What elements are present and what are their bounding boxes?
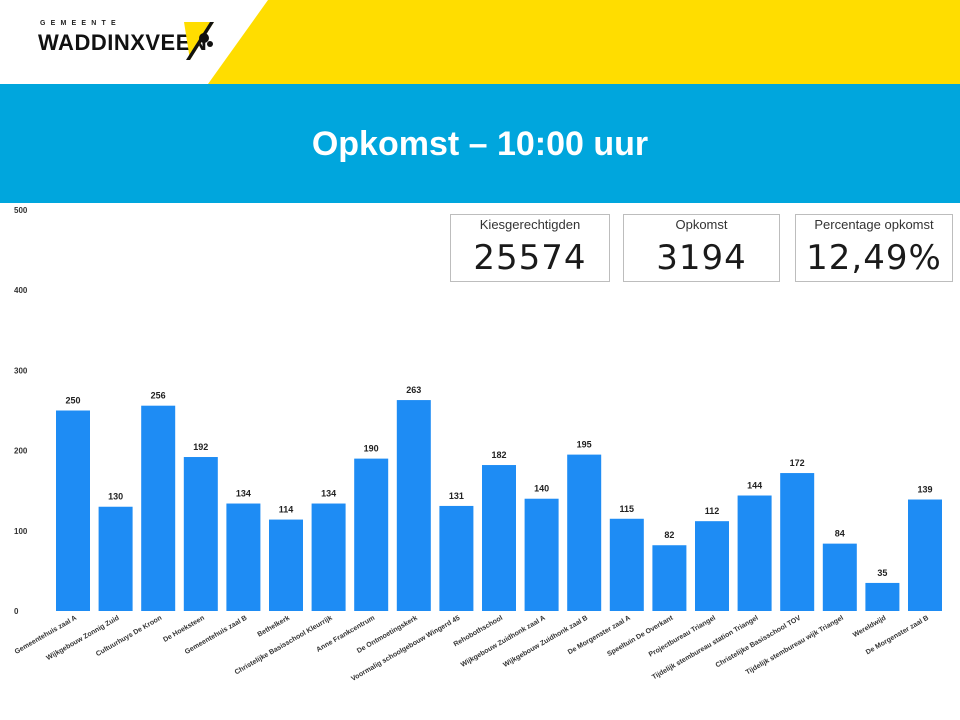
bar: [695, 521, 729, 611]
data-label: 114: [279, 505, 294, 515]
data-label: 172: [790, 458, 805, 468]
data-label: 263: [406, 385, 421, 395]
bar: [269, 519, 303, 611]
kpi-value: 25574: [473, 238, 587, 278]
logo-emblem-icon: [184, 22, 214, 60]
x-tick-label: Wijkgebouw Zonnig Zuid: [45, 615, 120, 662]
kpi-value: 3194: [656, 238, 747, 278]
bar: [226, 503, 261, 611]
data-label: 192: [193, 442, 208, 452]
bar: [183, 457, 218, 611]
x-tick-label: Wereldwijd: [852, 615, 887, 639]
kpi-card-kiesgerechtigden: Kiesgerechtigden 25574: [450, 214, 610, 282]
data-label: 115: [620, 504, 635, 514]
y-tick-label: 100: [14, 527, 28, 536]
municipality-logo: GEMEENTE WADDINXVEEN: [38, 20, 214, 60]
top-bar: GEMEENTE WADDINXVEEN: [0, 0, 960, 84]
data-label: 139: [917, 485, 932, 495]
data-label: 250: [65, 396, 80, 406]
data-label: 144: [747, 481, 762, 491]
bar: [141, 405, 176, 611]
title-banner: Opkomst – 10:00 uur: [0, 84, 960, 203]
bar: [567, 454, 602, 611]
kpi-label: Percentage opkomst: [814, 217, 934, 232]
bar: [354, 458, 389, 611]
yellow-header-shape: [208, 0, 960, 84]
data-label: 134: [236, 489, 251, 499]
data-label: 112: [705, 506, 720, 516]
bar: [311, 503, 346, 611]
y-tick-label: 200: [14, 447, 28, 456]
x-tick-label: De Hoeksteen: [162, 615, 206, 644]
bar: [780, 473, 815, 611]
data-label: 131: [449, 491, 464, 501]
bar: [98, 506, 133, 611]
data-label: 134: [321, 489, 336, 499]
y-tick-label: 300: [14, 366, 28, 375]
bar: [482, 465, 516, 611]
bar: [56, 410, 90, 611]
data-label: 140: [534, 484, 549, 494]
kpi-label: Kiesgerechtigden: [479, 217, 581, 232]
y-tick-label: 400: [14, 286, 28, 295]
data-label: 195: [577, 440, 592, 450]
bar: [908, 499, 942, 611]
y-tick-label: 500: [14, 206, 28, 215]
bar: [652, 545, 687, 611]
kpi-label: Opkomst: [675, 217, 728, 232]
data-label: 35: [877, 568, 887, 578]
y-tick-label: 0: [14, 607, 19, 616]
kpi-card-percentage: Percentage opkomst 12,49%: [795, 214, 953, 282]
page-title: Opkomst – 10:00 uur: [311, 125, 649, 163]
kpi-value: 12,49%: [806, 238, 942, 278]
logo-subtitle: GEMEENTE: [40, 20, 121, 27]
data-label: 130: [108, 492, 123, 502]
data-label: 82: [664, 530, 674, 540]
logo-name: WADDINXVEEN: [38, 30, 208, 55]
x-tick-label: Wijkgebouw Zuidhonk zaal B: [502, 615, 589, 669]
x-tick-label: Wijkgebouw Zuidhonk zaal A: [460, 615, 547, 669]
bar: [865, 582, 900, 611]
bar: [737, 495, 772, 611]
data-label: 84: [835, 529, 845, 539]
data-label: 256: [151, 391, 166, 401]
x-tick-label: Bethelkerk: [256, 615, 291, 639]
bar: [439, 505, 474, 611]
bar: [609, 518, 644, 611]
data-label: 182: [491, 450, 506, 460]
bar: [822, 543, 857, 611]
data-label: 190: [364, 444, 379, 454]
bar: [396, 400, 431, 611]
bar: [524, 498, 559, 611]
x-tick-label: Christelijke Basisschool TOV: [715, 615, 803, 670]
kpi-card-opkomst: Opkomst 3194: [623, 214, 780, 282]
